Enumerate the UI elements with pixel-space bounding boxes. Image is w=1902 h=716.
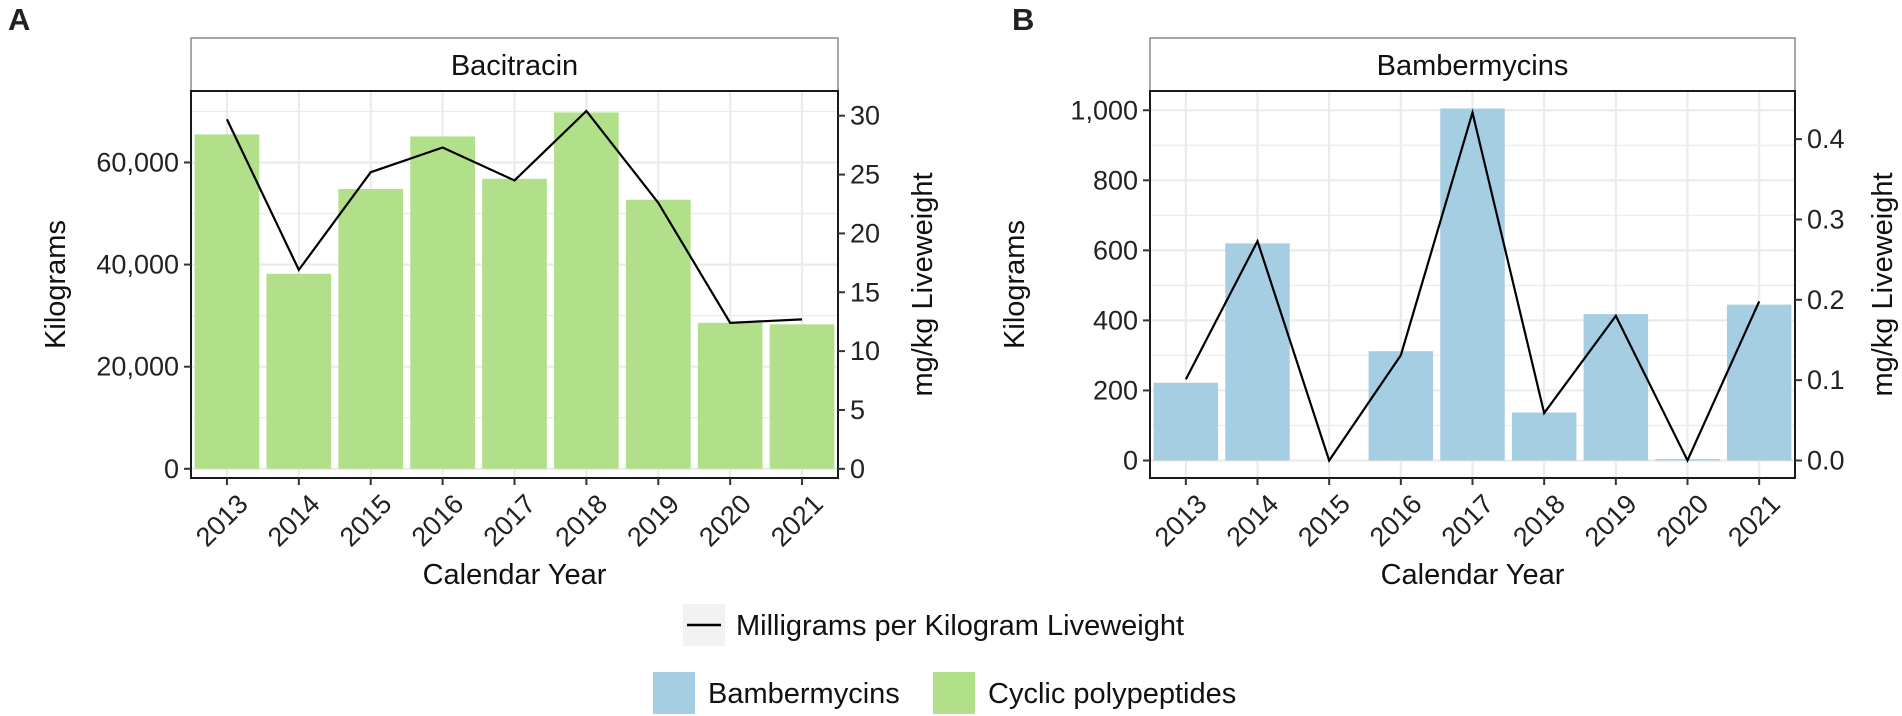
y-right-tick-label: 0.4 <box>1807 124 1845 154</box>
y-right-tick-label: 20 <box>850 218 880 248</box>
bar-a-2017 <box>482 178 547 469</box>
line-series-b <box>1184 108 1761 464</box>
legend-swatch-cyclic-polypeptides <box>933 672 975 714</box>
y-right-tick-label: 15 <box>850 277 880 307</box>
panel-a: A Bacitracin 0 20,000 40,000 60,000 0 5 10 15 2… <box>8 2 939 591</box>
legend-fill-entries: Bambermycins Cyclic polypeptides <box>653 672 1236 714</box>
bar-b-2014 <box>1225 243 1290 461</box>
panel-b: B Bambermycins 0 200 400 600 800 1,000 0.0 0.1… <box>999 2 1899 591</box>
bar-b-2021 <box>1726 304 1792 461</box>
panel-a-x-axis: 2013 2014 2015 2016 2017 2018 2019 2020 2021 <box>190 478 829 552</box>
x-tick-label: 2016 <box>1364 489 1428 553</box>
bar-a-2015 <box>338 189 404 469</box>
y-right-tick-label: 5 <box>850 395 865 425</box>
panel-b-y-axis-title: Kilograms <box>999 220 1031 349</box>
x-tick-label: 2014 <box>1221 489 1285 553</box>
y-tick-label: 200 <box>1093 375 1138 405</box>
panel-letter-b: B <box>1012 2 1034 37</box>
x-tick-label: 2020 <box>1651 489 1715 553</box>
bar-a-2014 <box>266 273 332 469</box>
bar-b-2013 <box>1153 382 1219 461</box>
y-right-tick-label: 0.0 <box>1807 445 1845 475</box>
x-tick-label: 2020 <box>693 489 757 553</box>
panel-b-strip <box>1149 37 1796 92</box>
legend-label-bambermycins: Bambermycins <box>708 678 900 710</box>
x-tick-label: 2018 <box>1507 489 1571 553</box>
y-tick-label: 400 <box>1093 305 1138 335</box>
panel-a-bars <box>194 112 835 469</box>
line-series-a <box>225 109 803 325</box>
x-tick-label: 2015 <box>334 489 398 553</box>
y-tick-label: 20,000 <box>96 352 179 382</box>
y-right-tick-label: 0.2 <box>1807 285 1845 315</box>
legend-line-entry: Milligrams per Kilogram Liveweight <box>683 604 1184 646</box>
y-right-tick-label: 30 <box>850 101 880 131</box>
x-tick-label: 2017 <box>1436 489 1500 553</box>
panel-a-strip <box>190 37 839 92</box>
panel-a-y-axis-title: Kilograms <box>40 220 72 349</box>
bar-a-2021 <box>769 324 835 469</box>
panel-b-x-axis-title: Calendar Year <box>1381 559 1565 591</box>
panel-a-x-axis-title: Calendar Year <box>423 559 607 591</box>
x-tick-label: 2015 <box>1292 489 1356 553</box>
panel-b-x-axis: 2013 2014 2015 2016 2017 2018 2019 2020 2021 <box>1149 478 1786 552</box>
y-right-tick-label: 25 <box>850 160 880 190</box>
legend: Milligrams per Kilogram Liveweight Bambe… <box>653 604 1236 714</box>
y-tick-label: 40,000 <box>96 250 179 280</box>
y-right-tick-label: 0.1 <box>1807 365 1845 395</box>
bar-a-2018 <box>554 112 619 469</box>
panel-b-strip-title: Bambermycins <box>1377 50 1569 82</box>
x-tick-label: 2016 <box>406 489 470 553</box>
bar-b-2018 <box>1511 412 1577 461</box>
y-tick-label: 60,000 <box>96 147 179 177</box>
x-tick-label: 2018 <box>550 489 614 553</box>
x-tick-label: 2014 <box>262 489 326 553</box>
x-tick-label: 2013 <box>1149 489 1213 553</box>
y-tick-label: 1,000 <box>1070 95 1138 125</box>
y-tick-label: 0 <box>1123 445 1138 475</box>
y-right-tick-label: 0 <box>850 454 865 484</box>
x-tick-label: 2019 <box>621 489 685 553</box>
legend-swatch-bambermycins <box>653 672 695 714</box>
panel-b-left-axis: 0 200 400 600 800 1,000 <box>1070 95 1150 475</box>
x-tick-label: 2021 <box>1722 489 1786 553</box>
legend-line-label: Milligrams per Kilogram Liveweight <box>736 610 1184 642</box>
x-tick-label: 2021 <box>765 489 829 553</box>
y-tick-label: 0 <box>164 454 179 484</box>
x-tick-label: 2017 <box>478 489 542 553</box>
panel-a-left-axis: 0 20,000 40,000 60,000 <box>96 147 191 484</box>
panel-a-right-axis: 0 5 10 15 20 25 30 <box>838 101 880 484</box>
y-right-tick-label: 0.3 <box>1807 204 1845 234</box>
x-tick-label: 2019 <box>1579 489 1643 553</box>
bar-a-2019 <box>625 199 691 469</box>
y-tick-label: 800 <box>1093 165 1138 195</box>
panel-b-line <box>1184 108 1761 464</box>
bar-a-2020 <box>697 322 763 469</box>
legend-label-cyclic-polypeptides: Cyclic polypeptides <box>988 678 1236 710</box>
panel-a-strip-title: Bacitracin <box>451 50 578 82</box>
x-tick-label: 2013 <box>190 489 254 553</box>
panel-b-right-axis: 0.0 0.1 0.2 0.3 0.4 <box>1795 124 1845 475</box>
panel-b-y-axis-title-right: mg/kg Liveweight <box>1867 172 1899 396</box>
panel-b-bars <box>1153 108 1792 461</box>
bar-b-2017 <box>1440 108 1505 461</box>
bar-b-2019 <box>1583 314 1649 461</box>
bar-a-2013 <box>194 134 260 469</box>
panel-a-y-axis-title-right: mg/kg Liveweight <box>907 172 939 396</box>
y-tick-label: 600 <box>1093 235 1138 265</box>
bar-b-2016 <box>1368 351 1434 461</box>
y-right-tick-label: 10 <box>850 336 880 366</box>
panel-letter-a: A <box>8 2 30 37</box>
bar-a-2016 <box>410 136 475 469</box>
panel-a-line <box>225 109 803 325</box>
